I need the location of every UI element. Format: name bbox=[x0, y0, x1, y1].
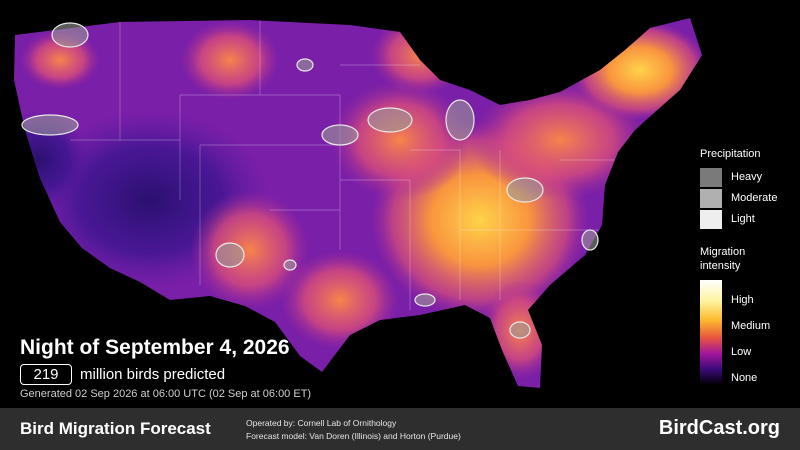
generated-time: Generated 02 Sep 2026 at 06:00 UTC (02 S… bbox=[20, 388, 312, 400]
legend-title: Migration intensity bbox=[700, 246, 746, 272]
site-link[interactable]: BirdCast.org bbox=[658, 417, 780, 439]
bird-count-label: million birds predicted bbox=[80, 366, 226, 383]
swatch-heavy bbox=[700, 168, 722, 187]
legend-item: None bbox=[731, 372, 758, 384]
precipitation bbox=[21, 22, 599, 339]
state-lines bbox=[70, 20, 620, 310]
bird-count: 219 bbox=[20, 364, 72, 385]
legend-item: Light bbox=[731, 213, 755, 225]
legend-item: Low bbox=[731, 346, 752, 358]
footer: Bird Migration Forecast Operated by: Cor… bbox=[0, 408, 800, 450]
intensity-scale bbox=[700, 280, 722, 385]
forecast-model: Forecast model: Van Doren (Illinois) and… bbox=[246, 431, 461, 441]
swatch-moderate bbox=[700, 189, 722, 208]
footer-title: Bird Migration Forecast bbox=[20, 419, 211, 438]
operator: Operated by: Cornell Lab of Ornithology bbox=[246, 418, 397, 428]
legend-item: High bbox=[731, 294, 754, 306]
legend-swatches bbox=[700, 168, 722, 385]
legend-item: Heavy bbox=[731, 171, 763, 183]
legend-item: Medium bbox=[731, 320, 771, 332]
legend-title: Precipitation bbox=[700, 148, 761, 160]
legend-item: Moderate bbox=[731, 192, 778, 204]
swatch-light bbox=[700, 210, 722, 229]
night-title: Night of September 4, 2026 bbox=[20, 336, 290, 359]
